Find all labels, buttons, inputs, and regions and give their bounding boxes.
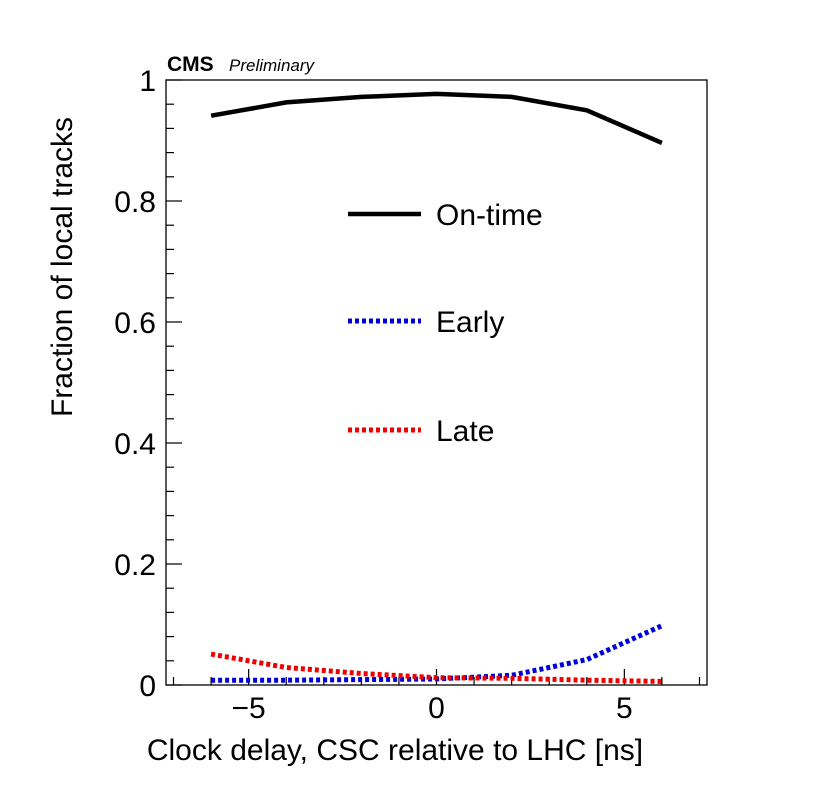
legend-label: On-time bbox=[436, 199, 543, 232]
series-lines bbox=[210, 91, 663, 684]
y-tick-label: 0.8 bbox=[114, 186, 156, 219]
x-axis-label: Clock delay, CSC relative to LHC [ns] bbox=[147, 734, 643, 767]
y-tick-label: 0.2 bbox=[114, 549, 156, 582]
series-line-on-time bbox=[210, 91, 663, 145]
preliminary-label: Preliminary bbox=[229, 56, 316, 75]
axis-ticks bbox=[166, 79, 701, 686]
y-tick-label: 0.4 bbox=[114, 428, 156, 461]
y-tick-label: 0.6 bbox=[114, 307, 156, 340]
x-tick-labels: −5 0 5 bbox=[232, 692, 633, 725]
y-tick-label: 1 bbox=[139, 65, 156, 98]
legend-label: Early bbox=[436, 306, 504, 339]
y-tick-label: 0 bbox=[139, 670, 156, 703]
series-line-late bbox=[210, 651, 662, 684]
legend: On-time Early Late bbox=[348, 199, 543, 448]
cms-label: CMS bbox=[167, 53, 214, 76]
plot-frame bbox=[165, 79, 708, 686]
y-axis-label: Fraction of local tracks bbox=[46, 117, 79, 417]
legend-label: Late bbox=[436, 415, 494, 448]
y-tick-labels: 0 0.2 0.4 0.6 0.8 1 bbox=[114, 65, 156, 703]
x-tick-label: 0 bbox=[428, 692, 445, 725]
x-tick-label: −5 bbox=[232, 692, 266, 725]
x-tick-label: 5 bbox=[616, 692, 633, 725]
